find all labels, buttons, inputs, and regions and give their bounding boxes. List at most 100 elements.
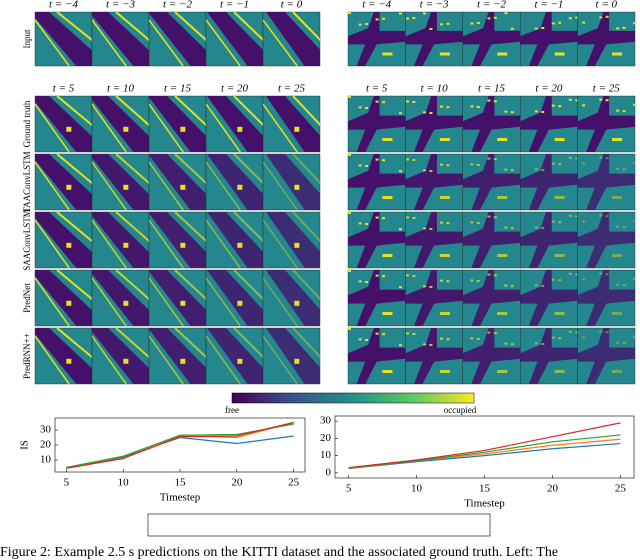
x-tick-label: 20 [231,477,243,489]
thumb-content [92,154,149,210]
speck [382,101,385,104]
edge [56,12,92,42]
speck [612,52,623,56]
edge [233,154,263,185]
image-grids: t = −4 t = 5 t = −3 t = 10 t = −2 t = 15 t = −… [22,0,636,385]
thumb-content [577,154,635,210]
speck [497,138,508,141]
thumbnail [262,211,321,269]
speck [605,157,609,160]
speck [406,274,409,277]
speck [382,254,393,257]
thumb-content [577,12,635,66]
speck [358,106,362,109]
road [35,96,92,152]
thumbnail [34,153,93,211]
thumb-content [149,270,206,326]
thumbnail [520,211,578,269]
road [405,154,463,210]
road [207,328,263,384]
road [462,212,521,268]
thumbnail [577,153,636,211]
thumbnail [347,269,406,327]
edge [115,212,149,243]
object [180,300,186,306]
speck [541,111,545,113]
speck [429,28,433,30]
road [266,270,320,326]
thumbnail [462,211,521,269]
speck [348,96,351,98]
speck [348,12,351,14]
thumb-content [405,96,463,152]
edge [263,219,298,268]
speck [534,110,538,113]
road [35,270,92,326]
time-label: t = 25 [278,83,305,95]
edge [206,335,241,384]
speck [365,223,368,225]
speck [510,169,514,172]
road [577,328,635,384]
road [35,154,92,210]
speck [493,332,497,335]
speck [633,335,635,338]
thumb-content [263,96,320,152]
road [149,270,206,326]
row-label: PredRNN++ [22,333,32,379]
legend [147,513,491,537]
road [577,12,635,66]
thumb-content [92,96,149,152]
thumb-content [348,212,406,268]
thumb-content [462,328,521,384]
speck [348,270,351,272]
speck [612,312,623,315]
speck [599,156,603,159]
thumb-content [149,12,206,66]
speck [440,105,443,108]
thumbnail [577,327,636,385]
speck [510,227,514,230]
row-label: SAAConvLSTM [22,209,32,271]
speck [446,338,450,341]
thumb-content [92,270,149,326]
road [405,270,463,326]
speck [399,286,402,289]
speck [375,158,379,161]
speck [399,228,402,231]
thumbnail [205,11,264,67]
speck [582,104,586,107]
speck [399,344,402,347]
thumb-content [462,270,521,326]
speck [558,21,562,24]
object [66,242,72,248]
speck [365,23,368,25]
thumb-content [577,212,635,268]
road [462,154,521,210]
thumb-content [92,328,149,384]
speck [412,159,416,161]
speck [534,27,538,30]
edge [115,96,149,127]
speck [541,343,545,345]
thumbnail [148,327,207,385]
speck [446,22,450,25]
speck [382,275,385,278]
speck [612,370,623,373]
speck [382,138,393,141]
y-tick-label: 30 [40,424,52,436]
thumbnail [577,95,636,153]
object [123,358,129,364]
edge [174,328,206,359]
road [520,96,578,152]
object [294,300,300,306]
time-label: t = 0 [596,0,618,11]
thumb-content [348,12,406,66]
edge [206,219,241,268]
road [405,212,463,268]
speck [440,337,443,340]
row-label: PredNet [22,283,32,313]
road [266,96,320,152]
edge [92,277,127,326]
speck [439,138,450,141]
